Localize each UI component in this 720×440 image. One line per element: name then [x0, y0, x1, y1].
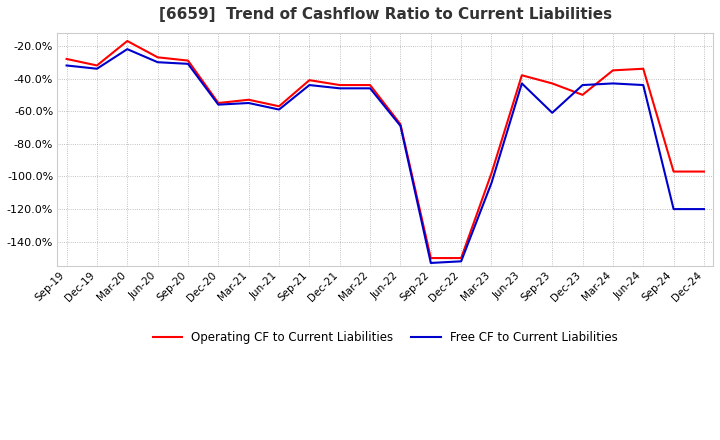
Operating CF to Current Liabilities — [578, 92, 587, 98]
Free CF to Current Liabilities — [396, 123, 405, 128]
Free CF to Current Liabilities — [184, 61, 192, 66]
Free CF to Current Liabilities — [93, 66, 102, 71]
Free CF to Current Liabilities — [518, 81, 526, 86]
Free CF to Current Liabilities — [670, 206, 678, 212]
Free CF to Current Liabilities — [305, 82, 314, 88]
Free CF to Current Liabilities — [700, 206, 708, 212]
Free CF to Current Liabilities — [275, 107, 284, 112]
Free CF to Current Liabilities — [366, 86, 374, 91]
Line: Operating CF to Current Liabilities: Operating CF to Current Liabilities — [66, 41, 704, 258]
Operating CF to Current Liabilities — [396, 121, 405, 127]
Operating CF to Current Liabilities — [366, 82, 374, 88]
Operating CF to Current Liabilities — [275, 104, 284, 109]
Operating CF to Current Liabilities — [670, 169, 678, 174]
Operating CF to Current Liabilities — [639, 66, 647, 71]
Operating CF to Current Liabilities — [93, 63, 102, 68]
Free CF to Current Liabilities — [153, 59, 162, 65]
Free CF to Current Liabilities — [456, 259, 465, 264]
Operating CF to Current Liabilities — [700, 169, 708, 174]
Operating CF to Current Liabilities — [244, 97, 253, 103]
Operating CF to Current Liabilities — [518, 73, 526, 78]
Free CF to Current Liabilities — [123, 47, 132, 52]
Operating CF to Current Liabilities — [608, 68, 617, 73]
Operating CF to Current Liabilities — [184, 58, 192, 63]
Free CF to Current Liabilities — [548, 110, 557, 115]
Operating CF to Current Liabilities — [305, 77, 314, 83]
Title: [6659]  Trend of Cashflow Ratio to Current Liabilities: [6659] Trend of Cashflow Ratio to Curren… — [158, 7, 612, 22]
Free CF to Current Liabilities — [639, 82, 647, 88]
Operating CF to Current Liabilities — [214, 100, 222, 106]
Operating CF to Current Liabilities — [336, 82, 344, 88]
Legend: Operating CF to Current Liabilities, Free CF to Current Liabilities: Operating CF to Current Liabilities, Fre… — [148, 326, 623, 349]
Free CF to Current Liabilities — [62, 63, 71, 68]
Free CF to Current Liabilities — [608, 81, 617, 86]
Operating CF to Current Liabilities — [548, 81, 557, 86]
Operating CF to Current Liabilities — [426, 255, 435, 260]
Operating CF to Current Liabilities — [123, 38, 132, 44]
Operating CF to Current Liabilities — [62, 56, 71, 62]
Free CF to Current Liabilities — [244, 100, 253, 106]
Free CF to Current Liabilities — [336, 86, 344, 91]
Free CF to Current Liabilities — [487, 180, 496, 186]
Free CF to Current Liabilities — [578, 82, 587, 88]
Line: Free CF to Current Liabilities: Free CF to Current Liabilities — [66, 49, 704, 263]
Free CF to Current Liabilities — [214, 102, 222, 107]
Operating CF to Current Liabilities — [487, 171, 496, 176]
Operating CF to Current Liabilities — [153, 55, 162, 60]
Free CF to Current Liabilities — [426, 260, 435, 266]
Operating CF to Current Liabilities — [456, 255, 465, 260]
